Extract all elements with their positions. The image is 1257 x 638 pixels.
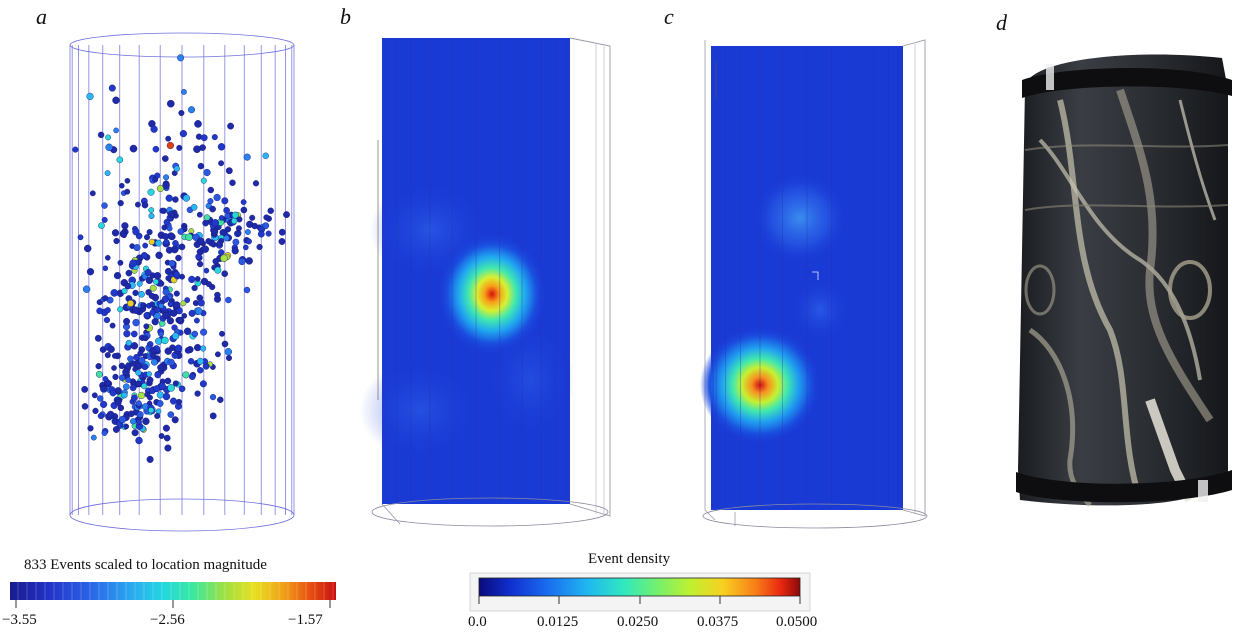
density-tick-1: 0.0125 (537, 614, 579, 630)
panel-label-a: a (36, 4, 47, 29)
panel-b-density-volume (360, 37, 611, 527)
density-tick-3: 0.0375 (697, 614, 739, 630)
density-tick-0: 0.0 (468, 614, 487, 630)
panel-a-event-cloud (69, 32, 295, 532)
density-tick-2: 0.0250 (617, 614, 659, 630)
magnitude-tick-max: −1.57 (288, 612, 323, 628)
magnitude-tick-min: −3.55 (2, 612, 37, 628)
density-tick-4: 0.0500 (776, 614, 818, 630)
magnitude-tick-mid: −2.56 (150, 612, 185, 628)
magnitude-colorbar-title: 833 Events scaled to location magnitude (24, 557, 267, 573)
density-colorbar (469, 572, 811, 612)
panel-c-density-volume (700, 39, 928, 529)
density-colorbar-title: Event density (588, 551, 671, 567)
magnitude-colorbar (10, 582, 336, 608)
panel-label-c: c (664, 4, 674, 29)
panel-label-d: d (996, 10, 1007, 35)
panel-d-rock-core (1016, 54, 1232, 507)
panel-label-b: b (340, 4, 351, 29)
